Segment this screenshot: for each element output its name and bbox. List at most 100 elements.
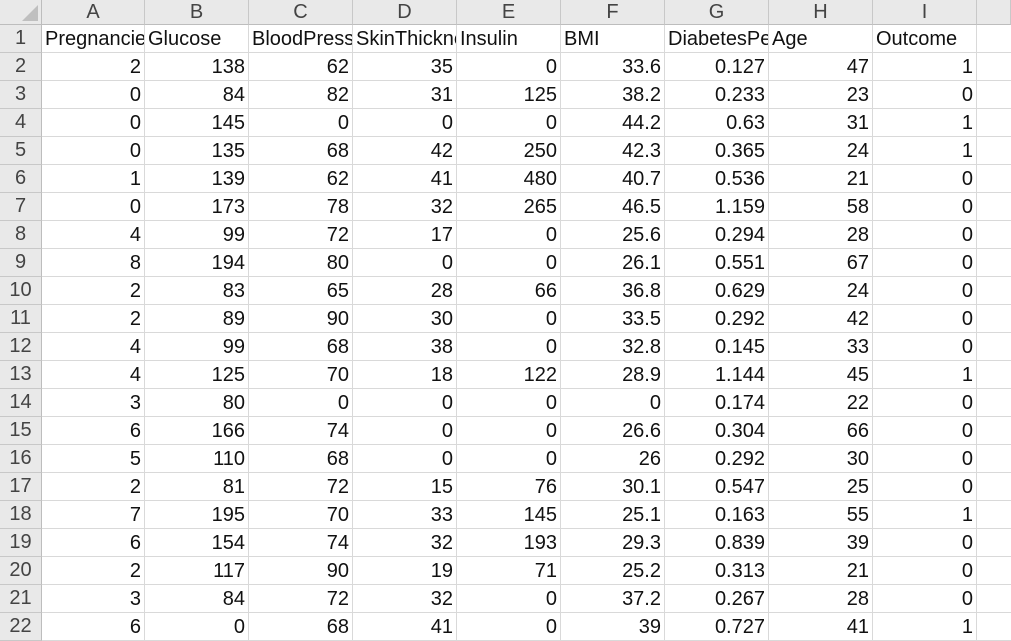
data-cell[interactable]: 0.304 xyxy=(665,417,769,445)
data-cell[interactable]: 145 xyxy=(457,501,561,529)
data-cell[interactable]: 80 xyxy=(145,389,249,417)
data-cell[interactable]: 33.6 xyxy=(561,53,665,81)
data-cell[interactable]: 1 xyxy=(873,613,977,641)
data-cell[interactable]: 19 xyxy=(353,557,457,585)
empty-cell[interactable] xyxy=(977,25,1011,53)
data-cell[interactable]: 166 xyxy=(145,417,249,445)
data-cell[interactable]: 135 xyxy=(145,137,249,165)
data-cell[interactable]: 67 xyxy=(769,249,873,277)
data-cell[interactable]: 74 xyxy=(249,417,353,445)
data-cell[interactable]: 0.127 xyxy=(665,53,769,81)
data-cell[interactable]: 0.839 xyxy=(665,529,769,557)
row-header[interactable]: 21 xyxy=(0,585,42,613)
empty-cell[interactable] xyxy=(977,473,1011,501)
data-cell[interactable]: 44.2 xyxy=(561,109,665,137)
data-cell[interactable]: 0 xyxy=(249,389,353,417)
data-cell[interactable]: 0 xyxy=(457,249,561,277)
header-cell[interactable]: Outcome xyxy=(873,25,977,53)
data-cell[interactable]: 0 xyxy=(457,417,561,445)
data-cell[interactable]: 66 xyxy=(457,277,561,305)
row-header[interactable]: 12 xyxy=(0,333,42,361)
data-cell[interactable]: 71 xyxy=(457,557,561,585)
data-cell[interactable]: 0 xyxy=(457,585,561,613)
data-cell[interactable]: 24 xyxy=(769,137,873,165)
data-cell[interactable]: 480 xyxy=(457,165,561,193)
row-header[interactable]: 9 xyxy=(0,249,42,277)
data-cell[interactable]: 7 xyxy=(42,501,145,529)
row-header[interactable]: 10 xyxy=(0,277,42,305)
data-cell[interactable]: 26.1 xyxy=(561,249,665,277)
data-cell[interactable]: 0.267 xyxy=(665,585,769,613)
data-cell[interactable]: 90 xyxy=(249,557,353,585)
data-cell[interactable]: 41 xyxy=(353,613,457,641)
column-header-c[interactable]: C xyxy=(249,0,353,25)
data-cell[interactable]: 23 xyxy=(769,81,873,109)
row-header[interactable]: 1 xyxy=(0,25,42,53)
data-cell[interactable]: 0 xyxy=(873,473,977,501)
data-cell[interactable]: 0.313 xyxy=(665,557,769,585)
row-header[interactable]: 11 xyxy=(0,305,42,333)
data-cell[interactable]: 0 xyxy=(42,137,145,165)
data-cell[interactable]: 0.551 xyxy=(665,249,769,277)
data-cell[interactable]: 76 xyxy=(457,473,561,501)
data-cell[interactable]: 122 xyxy=(457,361,561,389)
data-cell[interactable]: 36.8 xyxy=(561,277,665,305)
data-cell[interactable]: 28 xyxy=(769,585,873,613)
data-cell[interactable]: 2 xyxy=(42,277,145,305)
column-header-e[interactable]: E xyxy=(457,0,561,25)
data-cell[interactable]: 1 xyxy=(873,137,977,165)
data-cell[interactable]: 0 xyxy=(42,109,145,137)
data-cell[interactable]: 83 xyxy=(145,277,249,305)
data-cell[interactable]: 25 xyxy=(769,473,873,501)
header-cell[interactable]: BMI xyxy=(561,25,665,53)
select-all-corner[interactable] xyxy=(0,0,42,25)
data-cell[interactable]: 28 xyxy=(353,277,457,305)
data-cell[interactable]: 55 xyxy=(769,501,873,529)
data-cell[interactable]: 125 xyxy=(145,361,249,389)
data-cell[interactable]: 0.294 xyxy=(665,221,769,249)
row-header[interactable]: 6 xyxy=(0,165,42,193)
data-cell[interactable]: 42 xyxy=(353,137,457,165)
data-cell[interactable]: 39 xyxy=(561,613,665,641)
data-cell[interactable]: 0 xyxy=(873,389,977,417)
data-cell[interactable]: 1.159 xyxy=(665,193,769,221)
data-cell[interactable]: 25.1 xyxy=(561,501,665,529)
row-header[interactable]: 14 xyxy=(0,389,42,417)
data-cell[interactable]: 26 xyxy=(561,445,665,473)
empty-cell[interactable] xyxy=(977,389,1011,417)
data-cell[interactable]: 0 xyxy=(873,305,977,333)
data-cell[interactable]: 0 xyxy=(873,221,977,249)
data-cell[interactable]: 45 xyxy=(769,361,873,389)
data-cell[interactable]: 99 xyxy=(145,333,249,361)
row-header[interactable]: 2 xyxy=(0,53,42,81)
column-header-d[interactable]: D xyxy=(353,0,457,25)
data-cell[interactable]: 1.144 xyxy=(665,361,769,389)
data-cell[interactable]: 68 xyxy=(249,333,353,361)
data-cell[interactable]: 0 xyxy=(873,557,977,585)
row-header[interactable]: 18 xyxy=(0,501,42,529)
column-header-f[interactable]: F xyxy=(561,0,665,25)
row-header[interactable]: 22 xyxy=(0,613,42,641)
data-cell[interactable]: 0 xyxy=(145,613,249,641)
data-cell[interactable]: 0 xyxy=(353,249,457,277)
data-cell[interactable]: 2 xyxy=(42,305,145,333)
data-cell[interactable]: 72 xyxy=(249,221,353,249)
data-cell[interactable]: 0 xyxy=(457,613,561,641)
data-cell[interactable]: 0.145 xyxy=(665,333,769,361)
header-cell[interactable]: Pregnancies xyxy=(42,25,145,53)
data-cell[interactable]: 0 xyxy=(457,109,561,137)
data-cell[interactable]: 31 xyxy=(353,81,457,109)
data-cell[interactable]: 0 xyxy=(873,165,977,193)
data-cell[interactable]: 1 xyxy=(42,165,145,193)
data-cell[interactable]: 0.174 xyxy=(665,389,769,417)
data-cell[interactable]: 193 xyxy=(457,529,561,557)
row-header[interactable]: 20 xyxy=(0,557,42,585)
data-cell[interactable]: 30 xyxy=(769,445,873,473)
empty-cell[interactable] xyxy=(977,417,1011,445)
data-cell[interactable]: 0 xyxy=(873,417,977,445)
data-cell[interactable]: 65 xyxy=(249,277,353,305)
data-cell[interactable]: 42.3 xyxy=(561,137,665,165)
data-cell[interactable]: 139 xyxy=(145,165,249,193)
row-header[interactable]: 13 xyxy=(0,361,42,389)
